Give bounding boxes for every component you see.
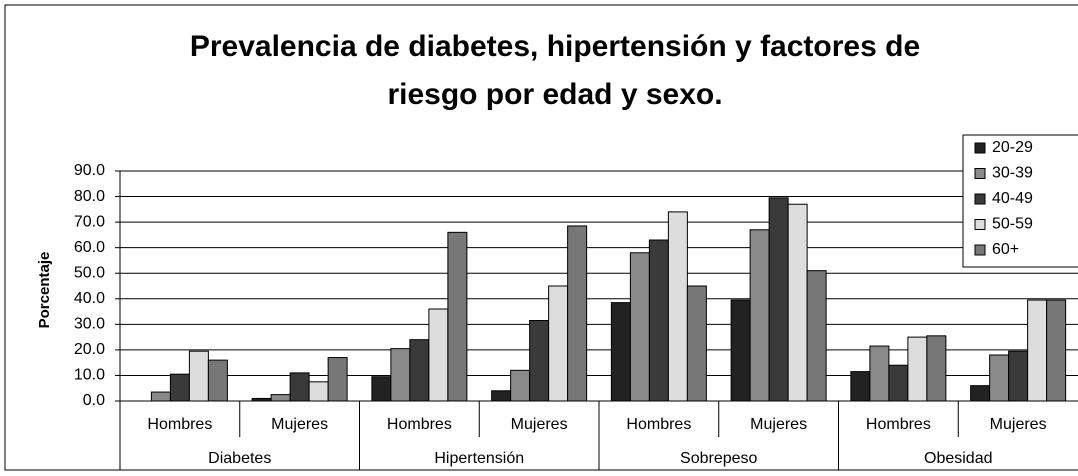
- bar: [749, 229, 770, 402]
- legend-swatch: [974, 142, 986, 154]
- chart-title: Prevalencia de diabetes, hipertensión y …: [190, 30, 920, 63]
- bar: [768, 197, 789, 402]
- bar: [787, 203, 808, 402]
- bar: [409, 339, 430, 402]
- y-tick-label: 30.0: [74, 316, 105, 333]
- bar: [1027, 299, 1048, 402]
- bar: [869, 345, 890, 402]
- x-tick-label: Mujeres: [271, 416, 328, 433]
- bar: [686, 285, 707, 402]
- bar: [610, 302, 631, 402]
- bar: [251, 397, 272, 402]
- bar: [1008, 350, 1029, 402]
- bar: [390, 348, 411, 402]
- chart-title: riesgo por edad y sexo.: [387, 78, 722, 111]
- chart-border: [4, 4, 1078, 471]
- legend-swatch: [974, 244, 986, 256]
- x-tick-label: Hombres: [387, 416, 452, 433]
- bar: [289, 372, 310, 402]
- x-tick-label: Hombres: [866, 416, 931, 433]
- bar: [308, 381, 329, 402]
- bar: [270, 394, 291, 402]
- legend-swatch: [974, 168, 986, 179]
- bar: [491, 390, 512, 402]
- bar: [169, 373, 190, 402]
- legend-swatch: [974, 193, 986, 205]
- bar: [926, 335, 947, 402]
- x-tick-label: Hombres: [147, 416, 212, 433]
- group-label: Sobrepeso: [680, 450, 757, 467]
- bar: [1046, 299, 1067, 402]
- bar: [667, 211, 688, 402]
- x-tick-label: Hombres: [626, 416, 691, 433]
- bar: [648, 239, 669, 402]
- bar: [428, 308, 449, 402]
- x-tick-label: Mujeres: [511, 416, 568, 433]
- bar: [970, 385, 991, 402]
- y-tick-label: 90.0: [74, 162, 105, 179]
- legend-label: 50-59: [992, 216, 1033, 233]
- bar: [150, 391, 171, 402]
- y-tick-label: 10.0: [74, 367, 105, 384]
- bar: [529, 320, 550, 402]
- x-tick-label: Mujeres: [750, 416, 807, 433]
- group-label: Hipertensión: [434, 450, 524, 467]
- bar: [447, 231, 468, 402]
- bar: [567, 225, 588, 402]
- bar: [806, 270, 827, 402]
- y-tick-label: 80.0: [74, 188, 105, 205]
- y-tick-label: 20.0: [74, 341, 105, 358]
- bar: [548, 285, 569, 402]
- y-tick-label: 40.0: [74, 290, 105, 307]
- bar: [850, 371, 871, 402]
- bar: [629, 252, 650, 402]
- y-axis-label: Porcentaje: [36, 252, 53, 329]
- group-label: Obesidad: [924, 450, 993, 467]
- group-label: Diabetes: [208, 450, 271, 467]
- bar: [907, 336, 928, 402]
- y-tick-label: 70.0: [74, 213, 105, 230]
- legend-label: 20-29: [992, 139, 1033, 156]
- bar: [989, 354, 1010, 402]
- bar: [327, 357, 348, 402]
- x-tick-label: Mujeres: [990, 416, 1047, 433]
- legend-label: 30-39: [992, 165, 1033, 182]
- bar: [510, 369, 531, 402]
- bar: [188, 350, 209, 402]
- legend-swatch: [974, 219, 986, 230]
- y-tick-label: 0.0: [83, 392, 105, 409]
- y-tick-label: 60.0: [74, 239, 105, 256]
- legend-label: 40-49: [992, 190, 1033, 207]
- bar: [888, 364, 909, 402]
- bar: [207, 359, 228, 402]
- legend-label: 60+: [992, 241, 1019, 258]
- y-tick-label: 50.0: [74, 264, 105, 281]
- bar: [730, 299, 751, 402]
- bar: [371, 376, 392, 402]
